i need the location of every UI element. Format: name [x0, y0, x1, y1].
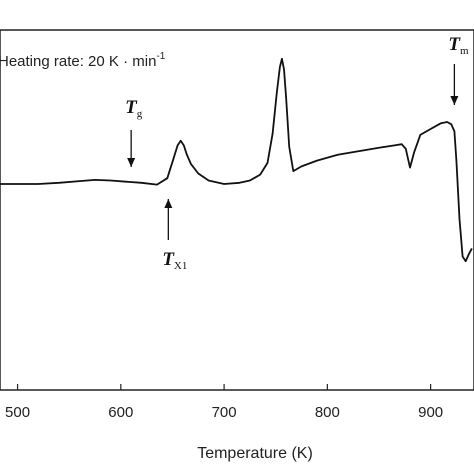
x-tick-label: 800 [315, 404, 340, 421]
x-tick-label: 600 [108, 404, 133, 421]
x-tick-label: 700 [212, 404, 237, 421]
temperature-markers: Tg TX1 Tm [125, 34, 469, 272]
heating-rate-annotation: Heating rate: 20 K · min-1 [0, 51, 166, 70]
x-axis-title: Temperature (K) [197, 445, 313, 462]
dsc-curve [0, 57, 473, 263]
marker-label: TX1 [162, 249, 187, 272]
plot-frame [0, 29, 474, 391]
marker-label: Tg [125, 97, 143, 120]
marker-arrow-head [450, 96, 459, 105]
x-tick-label: 900 [418, 404, 443, 421]
x-tick-label: 500 [5, 404, 30, 421]
marker-label: Tm [448, 34, 469, 57]
marker-arrow-head [127, 158, 136, 167]
x-axis-ticks [16, 384, 432, 390]
marker-arrow-head [164, 199, 173, 208]
x-axis-tick-labels: 500 600 700 800 900 [5, 404, 443, 421]
